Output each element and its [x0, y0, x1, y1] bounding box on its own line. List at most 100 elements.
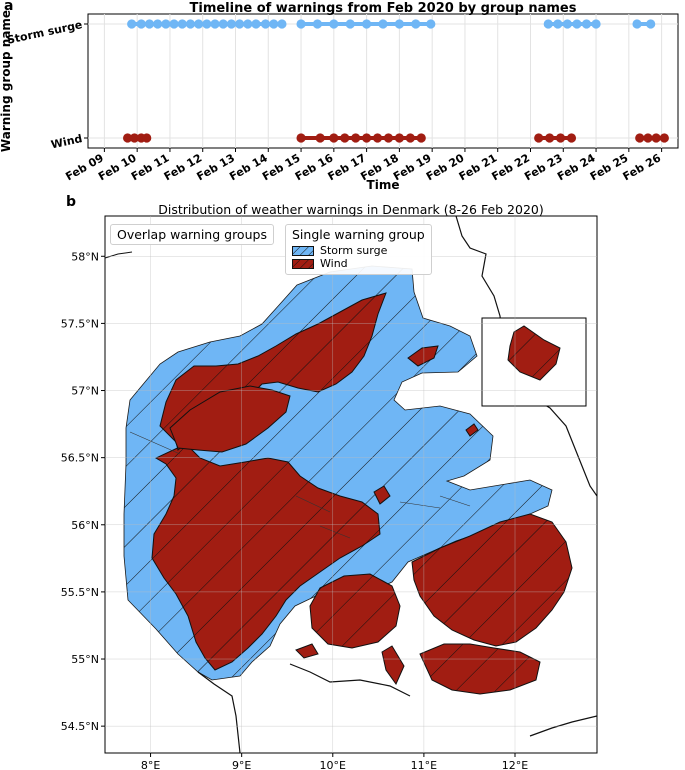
- germany-coastline: [197, 671, 241, 753]
- lon-tick-label: 8°E: [141, 759, 160, 770]
- wind-swatch: [292, 258, 314, 269]
- single-legend: Single warning group Storm surge Wind: [285, 224, 432, 275]
- warning-point: [553, 19, 563, 29]
- warning-point: [416, 133, 426, 143]
- timeline-xlabel: Time: [367, 178, 400, 192]
- wind-region-mid-jutland: [169, 385, 291, 453]
- warning-point: [194, 19, 204, 29]
- storm-surge-swatch: [292, 245, 314, 256]
- warning-point: [566, 133, 577, 143]
- warning-point: [372, 133, 383, 143]
- warning-point: [142, 133, 152, 143]
- warning-point: [161, 19, 171, 29]
- wind-region-samso: [373, 485, 391, 505]
- warning-point: [405, 133, 415, 143]
- lon-tick-label: 10°E: [320, 759, 346, 770]
- warning-point: [394, 19, 404, 29]
- warning-point: [362, 19, 372, 29]
- warning-point: [312, 19, 323, 29]
- warning-point: [315, 133, 325, 143]
- warning-point: [329, 133, 339, 143]
- timeline-title: Timeline of warnings from Feb 2020 by gr…: [190, 1, 577, 16]
- lat-tick-label: 55°N: [71, 653, 99, 666]
- warning-point: [635, 133, 645, 143]
- warning-point: [362, 133, 372, 143]
- warning-point: [591, 19, 601, 29]
- warning-point: [296, 19, 306, 29]
- warning-point: [562, 19, 572, 29]
- warning-point: [581, 19, 592, 29]
- map-title: Distribution of weather warnings in Denm…: [158, 202, 544, 217]
- warning-point: [426, 19, 436, 29]
- warning-point: [234, 19, 245, 29]
- single-legend-title: Single warning group: [292, 227, 425, 242]
- warning-point: [144, 19, 155, 29]
- warning-point: [572, 19, 582, 29]
- warning-point: [555, 133, 566, 143]
- overlap-legend-title: Overlap warning groups: [117, 227, 267, 242]
- warning-point: [643, 133, 653, 143]
- wind-region-ae: [295, 643, 319, 659]
- warning-point: [210, 19, 220, 29]
- legend-item-storm-surge: Storm surge: [292, 244, 425, 257]
- timeline-plot-area: [87, 13, 679, 149]
- warning-point: [127, 19, 137, 29]
- warning-point: [329, 19, 339, 29]
- overlap-legend: Overlap warning groups: [110, 224, 274, 245]
- wind-region-laeso: [407, 345, 439, 367]
- warning-point: [296, 133, 306, 143]
- timeline-ylabel: Warning group name: [0, 10, 13, 152]
- warning-point: [185, 19, 196, 29]
- x-tick-label: Feb 26: [621, 151, 664, 183]
- warning-point: [543, 19, 553, 29]
- y-tick-label: Wind: [50, 132, 84, 151]
- warning-point: [534, 133, 544, 143]
- warning-point: [136, 19, 146, 29]
- warning-point: [202, 19, 212, 29]
- warning-point: [123, 133, 133, 143]
- lon-tick-label: 12°E: [502, 759, 528, 770]
- warning-point: [226, 19, 237, 29]
- denmark-warning-map: 58°N 57.5°N 57°N 56.5°N 56°N 55.5°N 55°N 54.5°N…: [61, 215, 598, 770]
- y-tick-label: Storm surge: [6, 18, 84, 47]
- lat-tick-label: 56.5°N: [61, 452, 99, 465]
- lon-tick-label: 11°E: [411, 759, 437, 770]
- warning-point: [129, 133, 140, 143]
- lat-tick-label: 57°N: [71, 385, 99, 398]
- warning-point: [378, 19, 388, 29]
- storm-surge-legend-label: Storm surge: [320, 244, 388, 257]
- panel-b-label: b: [66, 194, 77, 210]
- warning-point: [277, 19, 287, 29]
- lat-tick-label: 57.5°N: [61, 317, 99, 330]
- warning-point: [251, 19, 261, 29]
- warning-point: [646, 19, 656, 29]
- lat-tick-label: 58°N: [71, 250, 99, 263]
- warning-point: [269, 19, 279, 29]
- warning-point: [340, 133, 350, 143]
- panel-a-label: a: [4, 0, 14, 14]
- lat-tick-label: 54.5°N: [61, 720, 99, 733]
- lat-tick-label: 56°N: [71, 519, 99, 532]
- wind-region-anholt: [465, 423, 479, 437]
- lat-tick-label: 55.5°N: [61, 586, 99, 599]
- warning-point: [243, 19, 253, 29]
- warning-point: [659, 133, 669, 143]
- lon-tick-label: 9°E: [232, 759, 251, 770]
- warning-point: [545, 133, 555, 143]
- bornholm-inset: [481, 317, 587, 407]
- warning-point: [218, 19, 228, 29]
- warning-point: [351, 133, 361, 143]
- warning-point: [383, 133, 394, 143]
- warning-point: [177, 19, 187, 29]
- warning-point: [260, 19, 271, 29]
- wind-legend-label: Wind: [320, 257, 348, 270]
- warning-point: [632, 19, 642, 29]
- warning-point: [411, 19, 421, 29]
- warning-point: [345, 19, 355, 29]
- legend-item-wind: Wind: [292, 257, 425, 270]
- warning-point: [394, 133, 404, 143]
- warning-point: [153, 19, 163, 29]
- wind-region-langeland: [381, 645, 405, 686]
- warning-point: [651, 133, 661, 143]
